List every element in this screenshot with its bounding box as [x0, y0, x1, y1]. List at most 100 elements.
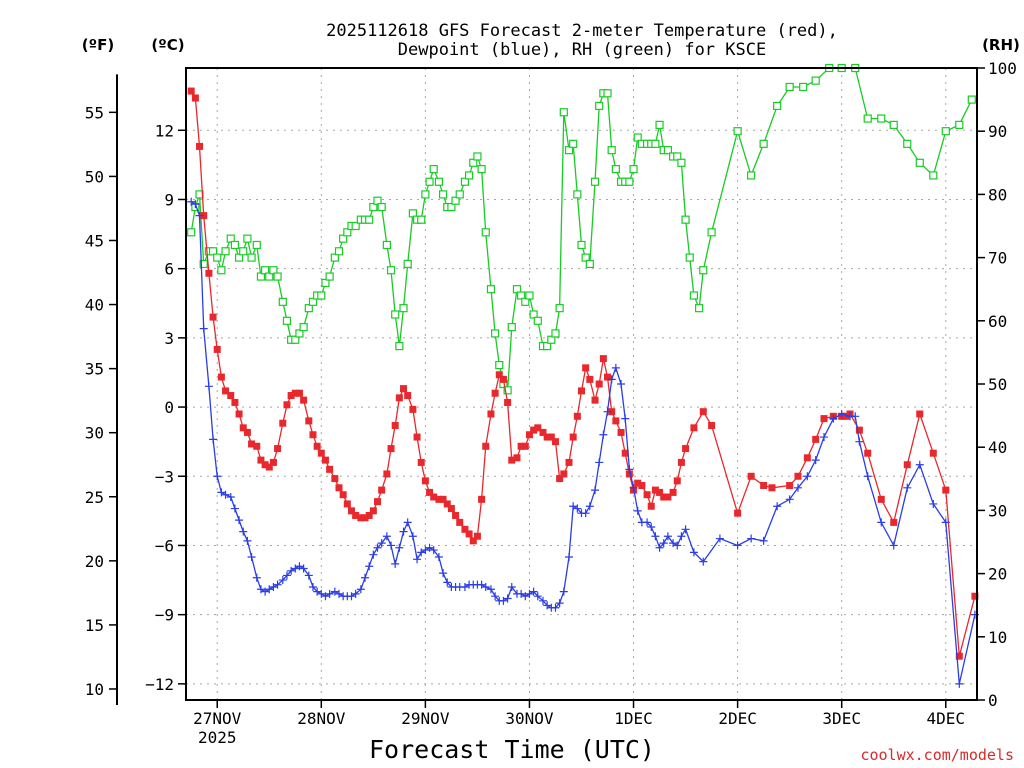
rh-point: [581, 253, 590, 262]
rh-point: [543, 341, 552, 351]
temperature-point: [478, 495, 486, 503]
temperature-point: [361, 514, 369, 522]
temperature-point: [187, 87, 195, 95]
dewpoint-point: [460, 582, 469, 591]
temperature-point: [890, 518, 898, 526]
temperature-point: [530, 426, 538, 434]
dewpoint-point: [395, 543, 404, 552]
rh-point: [555, 304, 564, 313]
temperature-point: [339, 491, 347, 499]
temperature-point: [768, 484, 776, 492]
temperature-point: [820, 415, 828, 423]
dewpoint-point: [555, 599, 564, 608]
temperature-point: [200, 212, 208, 220]
dewpoint-point: [351, 589, 360, 598]
temperature-point: [313, 442, 321, 450]
temperature-point: [231, 398, 239, 406]
dewpoint-point: [421, 546, 430, 555]
temperature-point: [955, 652, 963, 660]
dewpoint-point: [559, 587, 568, 596]
rh-point: [707, 228, 716, 237]
dewpoint-point: [785, 495, 794, 504]
temperature-point: [517, 442, 525, 450]
temperature-point: [413, 433, 421, 441]
temperature-point: [369, 507, 377, 515]
temperature-point: [461, 525, 469, 533]
temperature-point: [430, 493, 438, 501]
temperature-point: [331, 475, 339, 483]
dewpoint-point: [733, 541, 742, 550]
time-tick-label: 4DEC: [927, 709, 966, 728]
rh-point: [425, 177, 434, 186]
celsius-tick-label: 12: [155, 121, 174, 140]
rh-point: [889, 120, 898, 129]
temperature-point: [556, 475, 564, 483]
rh-point: [317, 291, 326, 300]
dewpoint-point: [699, 557, 708, 566]
temperature-point: [291, 389, 299, 397]
dewpoint-point: [863, 472, 872, 481]
temperature-point: [504, 398, 512, 406]
temperature-point: [612, 417, 620, 425]
dewpoint-point: [543, 601, 552, 610]
rh-point: [429, 165, 438, 174]
temperature-point: [265, 463, 273, 471]
dewpoint-point: [851, 412, 860, 421]
rh-tick-label: 70: [988, 249, 1007, 268]
temperature-point: [971, 592, 979, 600]
dewpoint-point: [477, 580, 486, 589]
dewpoint-point: [243, 536, 252, 545]
dewpoint-point: [599, 430, 608, 439]
temperature-point: [864, 449, 872, 457]
rh-point: [481, 228, 490, 237]
time-tick-label: 2DEC: [718, 709, 757, 728]
rh-point: [595, 101, 604, 111]
rh-tick-label: 20: [988, 565, 1007, 584]
temperature-point: [391, 422, 399, 430]
rh-point: [773, 101, 782, 111]
fahrenheit-tick-label: 50: [85, 167, 104, 186]
temperature-point: [443, 500, 451, 508]
rh-point: [343, 228, 352, 237]
dewpoint-point: [252, 573, 261, 582]
dewpoint-point: [199, 324, 208, 333]
rh-point: [239, 247, 248, 256]
chart-title-line2: Dewpoint (blue), RH (green) for KSCE: [398, 40, 766, 60]
temperature-point: [465, 530, 473, 538]
temperature-point: [374, 498, 382, 506]
dewpoint-point: [677, 532, 686, 541]
time-tick-label: 3DEC: [822, 709, 861, 728]
temperature-point: [253, 442, 261, 450]
temperature-point: [235, 410, 243, 418]
rh-point: [477, 165, 486, 174]
temperature-point: [487, 410, 495, 418]
rh-point: [291, 335, 300, 344]
temperature-point: [803, 454, 811, 462]
temperature-point: [660, 493, 668, 501]
dewpoint-point: [811, 456, 820, 465]
rh-point: [386, 266, 396, 275]
temperature-point: [279, 419, 287, 427]
temperature-point: [929, 449, 937, 457]
rh-tick-label: 10: [988, 628, 1007, 647]
celsius-tick-label: 3: [164, 329, 174, 348]
dewpoint-point: [399, 527, 408, 536]
rh-point: [529, 310, 538, 319]
temperature-point: [760, 481, 768, 489]
dewpoint-point: [365, 562, 374, 571]
dewpoint-point: [187, 197, 196, 206]
celsius-tick-label: 6: [164, 260, 174, 279]
dewpoint-point: [269, 582, 278, 591]
chart-title-line1: 2025112618 GFS Forecast 2-meter Temperat…: [326, 21, 838, 41]
rh-point: [187, 228, 196, 237]
temperature-point: [287, 392, 295, 400]
temperature-point: [734, 509, 742, 517]
rh-point: [243, 234, 252, 243]
dewpoint-point: [195, 211, 204, 220]
dewpoint-point: [356, 585, 365, 594]
plot-frame: [185, 67, 978, 701]
time-tick-sublabel: 2025: [198, 728, 237, 747]
temperature-point: [248, 440, 256, 448]
dewpoint-point: [499, 596, 508, 605]
